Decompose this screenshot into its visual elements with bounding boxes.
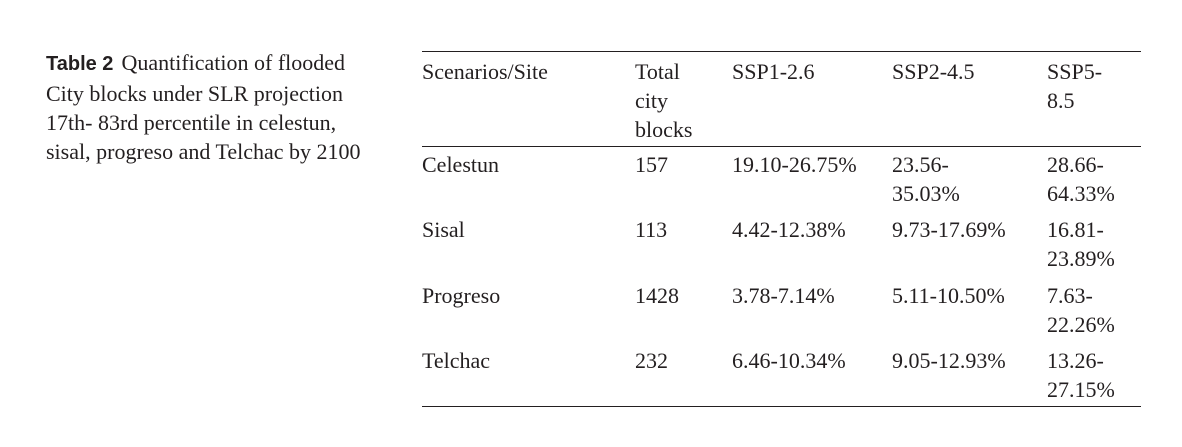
cell-ssp1: 4.42-12.38%	[732, 217, 846, 242]
table-row: Progreso 1428 3.78-7.14% 5.11-10.50% 7.6…	[422, 275, 1141, 341]
header-ssp1-2-6: SSP1-2.6	[732, 59, 815, 84]
cell-ssp2: 23.56-35.03%	[892, 152, 960, 206]
header-scenarios-site: Scenarios/Site	[422, 59, 548, 84]
cell-ssp1: 19.10-26.75%	[732, 152, 857, 177]
cell-site: Progreso	[422, 283, 501, 308]
table-row: Sisal 113 4.42-12.38% 9.73-17.69% 16.81-…	[422, 210, 1141, 275]
cell-site: Sisal	[422, 217, 465, 242]
cell-site: Celestun	[422, 152, 499, 177]
caption-text: Quantification of flooded City blocks un…	[46, 50, 361, 164]
table-label: Table 2	[46, 53, 114, 75]
cell-total: 1428	[635, 283, 679, 308]
cell-ssp2: 9.73-17.69%	[892, 217, 1006, 242]
cell-total: 113	[635, 217, 668, 242]
data-table: Scenarios/Site Total city blocks SSP1-2.…	[422, 51, 1141, 407]
cell-ssp2: 5.11-10.50%	[892, 283, 1005, 308]
cell-total: 232	[635, 348, 668, 373]
table-header-row: Scenarios/Site Total city blocks SSP1-2.…	[422, 51, 1141, 147]
header-total-city-blocks: Total city blocks	[635, 59, 693, 142]
table-caption: Table 2 Quantification of flooded City bl…	[46, 48, 386, 166]
table-row: Celestun 157 19.10-26.75% 23.56-35.03% 2…	[422, 147, 1141, 211]
header-ssp2-4-5: SSP2-4.5	[892, 59, 975, 84]
table-row: Telchac 232 6.46-10.34% 9.05-12.93% 13.2…	[422, 341, 1141, 407]
data-table-container: Scenarios/Site Total city blocks SSP1-2.…	[422, 51, 1141, 407]
cell-ssp5: 13.26-27.15%	[1047, 348, 1115, 402]
cell-total: 157	[635, 152, 668, 177]
cell-ssp5: 7.63-22.26%	[1047, 283, 1115, 337]
cell-ssp2: 9.05-12.93%	[892, 348, 1006, 373]
cell-ssp1: 6.46-10.34%	[732, 348, 846, 373]
header-ssp5-8-5: SSP5-8.5	[1047, 59, 1103, 113]
cell-ssp5: 28.66-64.33%	[1047, 152, 1115, 206]
cell-site: Telchac	[422, 348, 491, 373]
cell-ssp1: 3.78-7.14%	[732, 283, 835, 308]
cell-ssp5: 16.81-23.89%	[1047, 217, 1115, 271]
